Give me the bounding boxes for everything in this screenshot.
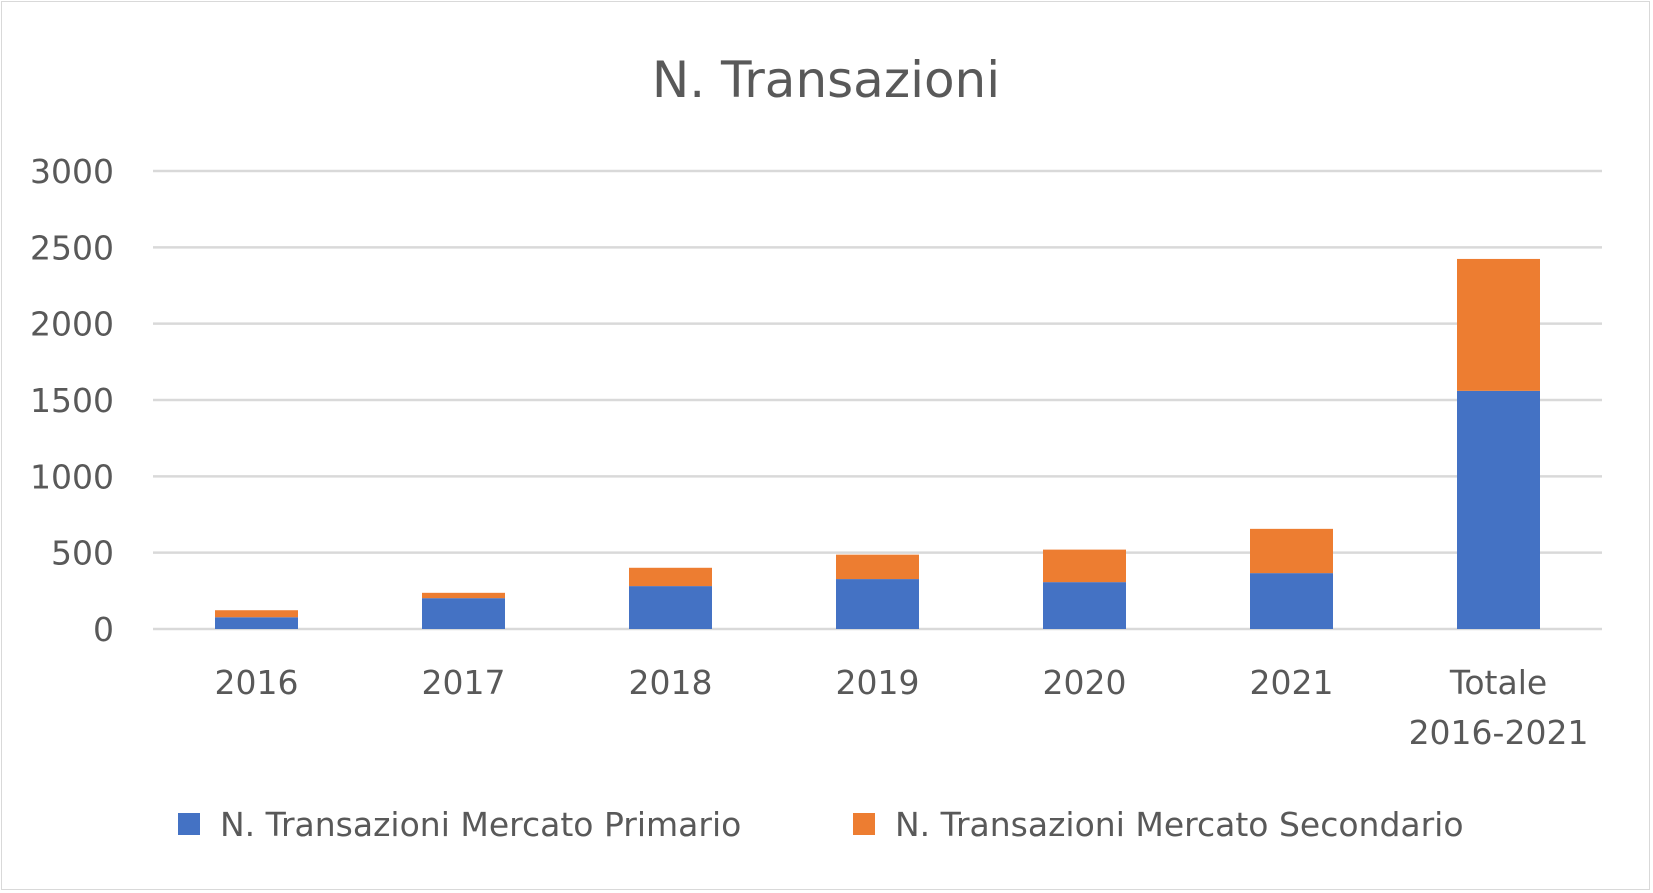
bar-secondario [1457,258,1540,391]
y-tick-label: 0 [93,610,114,649]
chart-title: N. Transazioni [652,51,1000,109]
legend-swatch [853,813,875,835]
legend-swatch [178,813,200,835]
bar-primario [836,579,919,629]
bar-primario [1457,390,1540,629]
legend-label: N. Transazioni Mercato Secondario [895,805,1464,844]
bar-secondario [422,592,505,599]
y-tick-label: 1500 [30,381,114,420]
x-tick-label: 2021 [1250,663,1334,702]
y-tick-label: 2500 [30,228,114,267]
x-tick-label: 2016-2021 [1409,713,1589,752]
bar-primario [1043,582,1126,629]
y-tick-label: 2000 [30,305,114,344]
bar-primario [1250,573,1333,629]
bar-secondario [1043,549,1126,583]
x-tick-label: 2019 [836,663,920,702]
x-tick-label: 2018 [629,663,713,702]
gridlines [153,169,1602,631]
bar-primario [215,617,298,629]
legend: N. Transazioni Mercato Primario N. Transa… [178,805,1464,844]
legend-label: N. Transazioni Mercato Primario [220,805,741,844]
x-tick-label: 2017 [422,663,506,702]
y-tick-label: 3000 [30,152,114,191]
x-tick-label: 2020 [1043,663,1127,702]
y-tick-labels: 0 500 1000 1500 2000 2500 3000 [30,152,114,649]
x-tick-label: 2016 [215,663,299,702]
bar-secondario [215,610,298,618]
bar-primario [629,586,712,629]
y-tick-label: 500 [51,534,114,573]
bars [215,258,1540,629]
bar-secondario [836,554,919,580]
x-tick-labels: 2016 2017 2018 2019 2020 2021 Totale 2016-2021 [215,663,1589,752]
bar-primario [422,598,505,629]
bar-secondario [1250,528,1333,574]
y-tick-label: 1000 [30,457,114,496]
bar-secondario [629,567,712,587]
x-tick-label: Totale [1449,663,1547,702]
